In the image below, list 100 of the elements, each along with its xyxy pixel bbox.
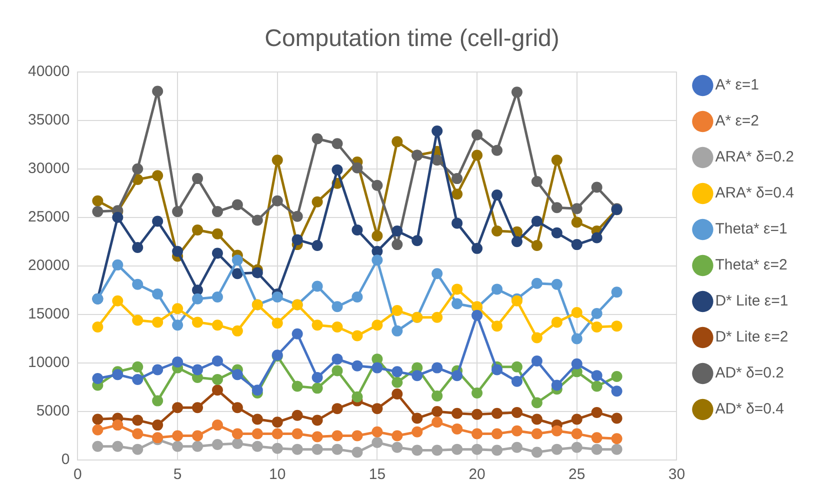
point: [591, 182, 602, 193]
point: [432, 406, 443, 417]
point: [152, 364, 164, 376]
point: [492, 190, 502, 201]
point: [511, 361, 522, 372]
point: [531, 240, 542, 252]
point: [352, 391, 363, 402]
point: [452, 423, 463, 434]
point: [232, 428, 243, 440]
x-tick-label: 20: [468, 466, 486, 484]
point: [472, 388, 483, 399]
point: [252, 214, 263, 226]
point: [372, 426, 383, 438]
point: [372, 437, 383, 448]
point: [531, 278, 542, 289]
point: [412, 412, 423, 424]
legend-label: AD* δ=0.2: [715, 364, 784, 382]
point: [292, 328, 303, 340]
point: [132, 374, 144, 385]
point: [551, 380, 562, 391]
point: [492, 408, 502, 419]
point: [611, 444, 622, 455]
point: [452, 173, 463, 184]
point: [372, 403, 383, 414]
point: [472, 129, 483, 140]
point: [112, 212, 124, 223]
y-tick-label: 40000: [28, 62, 70, 80]
point: [92, 424, 104, 436]
point: [192, 173, 204, 184]
point: [392, 239, 403, 250]
point: [232, 325, 243, 336]
point: [132, 414, 144, 426]
x-tick-label: 15: [368, 466, 386, 484]
point: [212, 248, 223, 259]
point: [551, 444, 562, 455]
y-tick-label: 35000: [28, 111, 70, 128]
point: [232, 402, 243, 414]
point: [511, 236, 522, 248]
point: [232, 369, 243, 380]
point: [392, 325, 403, 336]
point: [252, 428, 263, 440]
point: [352, 430, 363, 442]
point: [92, 195, 104, 206]
point: [192, 316, 204, 328]
point: [132, 361, 144, 372]
point: [352, 291, 363, 302]
point: [611, 371, 622, 382]
point: [252, 440, 263, 452]
point: [192, 430, 204, 442]
point: [571, 414, 582, 425]
point: [571, 216, 582, 228]
point: [571, 428, 582, 440]
point: [492, 364, 502, 376]
point: [212, 228, 223, 240]
point: [412, 426, 423, 438]
point: [212, 384, 223, 396]
point: [591, 308, 602, 319]
point: [392, 376, 403, 388]
point: [292, 444, 303, 455]
point: [611, 433, 622, 444]
point: [372, 180, 383, 191]
point: [332, 322, 343, 333]
point: [332, 354, 343, 365]
point: [152, 216, 164, 227]
point: [571, 358, 582, 370]
point: [531, 428, 542, 440]
point: [492, 428, 502, 440]
point: [511, 86, 522, 98]
point: [531, 216, 542, 227]
point: [511, 376, 522, 387]
point: [92, 206, 104, 218]
point: [132, 278, 144, 290]
point: [172, 246, 184, 257]
legend-label: D* Lite ε=2: [715, 328, 788, 346]
point: [192, 402, 204, 414]
point: [611, 386, 622, 397]
point: [392, 136, 403, 148]
point: [132, 428, 144, 440]
point: [312, 414, 323, 426]
point: [332, 164, 343, 176]
point: [611, 412, 622, 424]
point: [252, 414, 263, 425]
point: [531, 446, 542, 458]
point: [452, 408, 463, 419]
point: [152, 420, 164, 431]
point: [212, 420, 223, 431]
point: [332, 365, 343, 376]
point: [511, 425, 522, 436]
point: [611, 286, 622, 298]
point: [492, 444, 502, 456]
point: [312, 382, 323, 394]
point: [312, 240, 323, 252]
point: [412, 444, 423, 456]
point: [591, 370, 602, 382]
legend-label: Theta* ε=2: [715, 256, 788, 274]
point: [272, 442, 283, 454]
y-tick-label: 30000: [28, 160, 70, 177]
point: [472, 428, 483, 440]
point: [472, 444, 483, 455]
point: [432, 416, 443, 428]
